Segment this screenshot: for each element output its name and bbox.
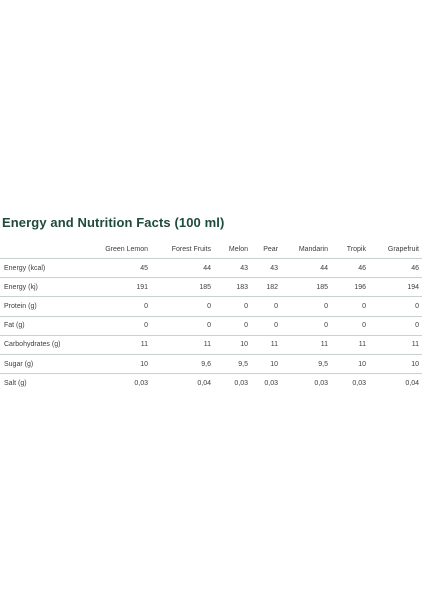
table-cell: 11 xyxy=(358,341,366,349)
table-cell: 10 xyxy=(240,341,248,349)
table-cell: 0,04 xyxy=(405,379,419,387)
table-cell: 0 xyxy=(207,302,211,310)
table-cell: 0 xyxy=(324,302,328,310)
row-label: Energy (kj) xyxy=(4,283,38,291)
row-label: Sugar (g) xyxy=(4,360,34,368)
table-cell: 44 xyxy=(320,264,328,272)
header-cell-grapefruit: Grapefruit xyxy=(387,245,419,253)
table-cell: 9,6 xyxy=(201,360,211,368)
table-cell: 11 xyxy=(411,341,419,349)
table-cell: 0 xyxy=(415,302,419,310)
table-cell: 0 xyxy=(324,322,328,330)
table-cell: 0,03 xyxy=(352,379,366,387)
table-cell: 0 xyxy=(144,302,148,310)
table-cell: 10 xyxy=(358,360,366,368)
table-row: Protein (g) 0 0 0 0 0 0 0 xyxy=(0,296,422,316)
nutrition-title: Energy and Nutrition Facts (100 ml) xyxy=(2,215,225,230)
table-cell: 194 xyxy=(407,283,419,291)
header-cell-empty xyxy=(0,240,100,259)
table-cell: 183 xyxy=(236,283,248,291)
header-cell-pear: Pear xyxy=(263,245,278,253)
table-row: Energy (kj) 191 185 183 182 185 196 194 xyxy=(0,277,422,297)
row-label: Salt (g) xyxy=(4,379,27,387)
table-cell: 0 xyxy=(207,322,211,330)
header-cell-melon: Melon xyxy=(228,245,248,253)
table-cell: 185 xyxy=(199,283,211,291)
row-label: Carbohydrates (g) xyxy=(4,341,61,349)
table-row: Energy (kcal) 45 44 43 43 44 46 46 xyxy=(0,258,422,278)
table-row: Carbohydrates (g) 11 11 10 11 11 11 11 xyxy=(0,335,422,354)
table-cell: 46 xyxy=(411,264,419,272)
row-label: Energy (kcal) xyxy=(4,264,46,272)
table-cell: 11 xyxy=(203,341,211,349)
table-cell: 11 xyxy=(140,341,148,349)
header-cell-forest-fruits: Forest Fruits xyxy=(171,245,211,253)
table-cell: 43 xyxy=(270,264,278,272)
table-cell: 0,03 xyxy=(264,379,278,387)
table-cell: 11 xyxy=(270,341,278,349)
table-cell: 0 xyxy=(144,322,148,330)
table-cell: 45 xyxy=(140,264,148,272)
table-cell: 9,5 xyxy=(238,360,248,368)
table-cell: 191 xyxy=(136,283,148,291)
table-cell: 0 xyxy=(274,322,278,330)
nutrition-table: Green Lemon Forest Fruits Melon Pear Man… xyxy=(0,240,422,392)
table-cell: 0 xyxy=(274,302,278,310)
table-cell: 0 xyxy=(362,322,366,330)
table-cell: 11 xyxy=(320,341,328,349)
table-cell: 185 xyxy=(316,283,328,291)
table-cell: 0,03 xyxy=(234,379,248,387)
table-row: Salt (g) 0,03 0,04 0,03 0,03 0,03 0,03 0… xyxy=(0,373,422,393)
table-cell: 46 xyxy=(358,264,366,272)
header-cell-tropik: Tropik xyxy=(346,245,366,253)
table-row: Sugar (g) 10 9,6 9,5 10 9,5 10 10 xyxy=(0,354,422,373)
table-cell: 0 xyxy=(415,322,419,330)
table-cell: 0,04 xyxy=(197,379,211,387)
table-row: Fat (g) 0 0 0 0 0 0 0 xyxy=(0,316,422,335)
table-cell: 182 xyxy=(266,283,278,291)
table-cell: 0 xyxy=(244,322,248,330)
table-cell: 43 xyxy=(240,264,248,272)
table-cell: 0,03 xyxy=(314,379,328,387)
row-label: Fat (g) xyxy=(4,322,25,330)
table-cell: 10 xyxy=(140,360,148,368)
table-cell: 0,03 xyxy=(134,379,148,387)
header-cell-mandarin: Mandarin xyxy=(298,245,328,253)
table-cell: 44 xyxy=(203,264,211,272)
table-header-row: Green Lemon Forest Fruits Melon Pear Man… xyxy=(0,240,422,259)
table-cell: 10 xyxy=(411,360,419,368)
table-cell: 10 xyxy=(270,360,278,368)
table-cell: 196 xyxy=(354,283,366,291)
table-cell: 0 xyxy=(362,302,366,310)
header-cell-green-lemon: Green Lemon xyxy=(105,245,148,253)
table-cell: 9,5 xyxy=(318,360,328,368)
table-cell: 0 xyxy=(244,302,248,310)
row-label: Protein (g) xyxy=(4,302,37,310)
